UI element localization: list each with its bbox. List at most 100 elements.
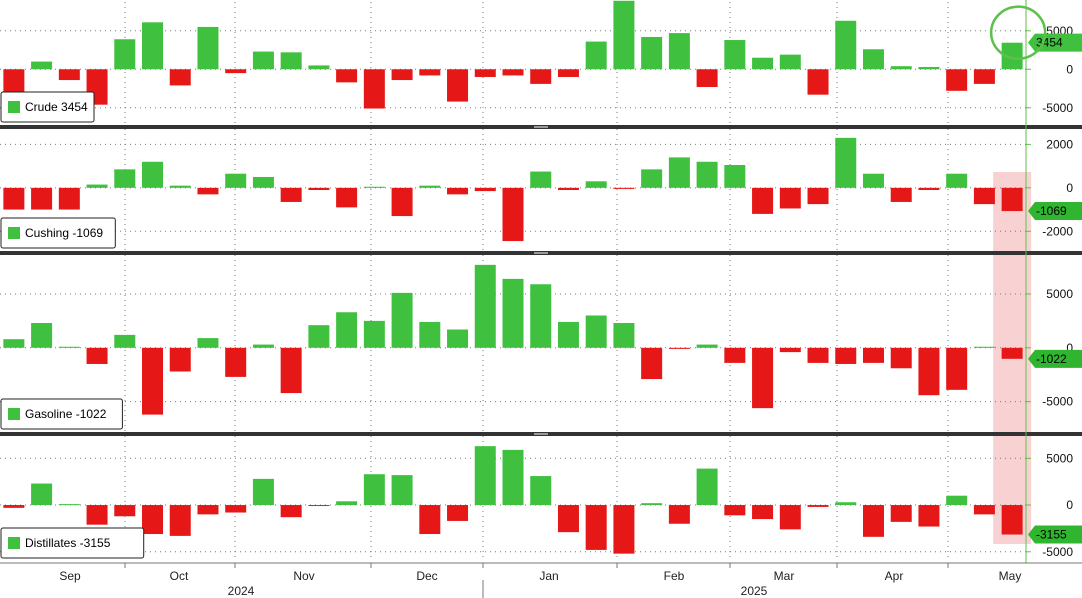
panel-2-bar-21 bbox=[585, 315, 607, 348]
x-axis-month-label-nov: Nov bbox=[293, 569, 314, 583]
panel-3-bar-5 bbox=[142, 505, 164, 535]
panel-2-bar-5 bbox=[142, 347, 164, 415]
panel-2-bar-13 bbox=[363, 320, 385, 348]
panel-0-bar-17 bbox=[474, 69, 496, 77]
panel-2-bar-17 bbox=[474, 264, 496, 348]
panel-3-legend-box bbox=[0, 527, 145, 559]
panel-3-bar-20 bbox=[557, 505, 579, 533]
panel-3-ytick-label-1: 0 bbox=[1066, 498, 1073, 512]
panel-2-last-value-tag bbox=[1028, 349, 1082, 368]
x-axis-month-label-mar: Mar bbox=[774, 569, 795, 583]
panel-2-ytick-label-2: -5000 bbox=[1042, 395, 1073, 409]
panel-1-bar-4 bbox=[114, 169, 136, 188]
panel-3-bar-29 bbox=[807, 505, 829, 507]
panel-1-bar-6 bbox=[169, 185, 191, 188]
panel-0-ytick-label-1: 0 bbox=[1066, 62, 1073, 76]
panel-1-bar-11 bbox=[308, 187, 330, 190]
panel-0-bar-28 bbox=[779, 54, 801, 70]
panel-0-bar-2 bbox=[58, 69, 80, 81]
panel-1-bar-13 bbox=[363, 186, 385, 188]
panel-2-bar-33 bbox=[918, 347, 940, 396]
panel-3-bar-36 bbox=[1001, 505, 1023, 535]
panel-3-bar-23 bbox=[641, 503, 663, 506]
panel-1-bar-9 bbox=[252, 176, 274, 188]
panel-0-bar-24 bbox=[668, 33, 690, 70]
panel-separator-handle-1 bbox=[534, 252, 548, 254]
panel-1-bar-16 bbox=[447, 187, 469, 195]
panel-3-bar-1 bbox=[31, 483, 53, 506]
panel-2-bar-22 bbox=[613, 323, 635, 348]
panel-3-ytick-label-2: -5000 bbox=[1042, 545, 1073, 559]
panel-1-bar-35 bbox=[973, 187, 995, 205]
panel-1-bar-25 bbox=[696, 161, 718, 188]
panel-1-bar-22 bbox=[613, 187, 635, 189]
panel-3-bar-0 bbox=[3, 505, 25, 508]
panel-1-bar-18 bbox=[502, 187, 524, 242]
panel-separator-handle-0 bbox=[534, 126, 548, 128]
panel-0-bar-1 bbox=[31, 61, 53, 70]
panel-3-bar-19 bbox=[530, 476, 552, 506]
panel-0-bar-19 bbox=[530, 69, 552, 84]
panel-2-bar-28 bbox=[779, 347, 801, 353]
panel-0-bar-8 bbox=[225, 69, 247, 74]
panel-1-bar-26 bbox=[724, 165, 746, 188]
panel-1-ytick-label-1: 0 bbox=[1066, 181, 1073, 195]
panel-3-bar-30 bbox=[835, 502, 857, 506]
panel-2-bar-3 bbox=[86, 347, 108, 364]
panel-0-bar-6 bbox=[169, 69, 191, 86]
panel-1-legend-label: Cushing -1069 bbox=[25, 226, 103, 240]
panel-3-bar-17 bbox=[474, 446, 496, 506]
panel-1-bar-34 bbox=[946, 173, 968, 188]
panel-0-bar-33 bbox=[918, 66, 940, 70]
panel-3-bar-27 bbox=[752, 505, 774, 520]
panel-1-last-value-label: -1069 bbox=[1036, 204, 1067, 218]
panel-0-bar-29 bbox=[807, 69, 829, 95]
panel-2-bar-34 bbox=[946, 347, 968, 390]
panel-1-bar-8 bbox=[225, 173, 247, 188]
panel-2-bar-16 bbox=[447, 329, 469, 348]
panel-0-legend-label: Crude 3454 bbox=[25, 100, 88, 114]
panel-2-bar-24 bbox=[668, 347, 690, 349]
panel-1-bar-12 bbox=[336, 187, 358, 208]
panel-1-bar-3 bbox=[86, 184, 108, 188]
panel-1-last-value-tag bbox=[1028, 202, 1082, 221]
panel-3-bar-22 bbox=[613, 505, 635, 554]
panel-1-bar-36 bbox=[1001, 187, 1023, 212]
panel-1-bar-15 bbox=[419, 185, 441, 188]
panel-2-bar-2 bbox=[58, 346, 80, 348]
panel-3-bar-12 bbox=[336, 501, 358, 506]
x-axis-month-label-feb: Feb bbox=[664, 569, 685, 583]
panel-2-ytick-label-0: 5000 bbox=[1046, 287, 1073, 301]
panel-0-legend-box bbox=[0, 91, 95, 123]
panel-2-bar-7 bbox=[197, 338, 219, 348]
panel-1-bar-23 bbox=[641, 169, 663, 188]
panel-0-bar-11 bbox=[308, 65, 330, 70]
panel-3-bar-16 bbox=[447, 505, 469, 521]
panel-2-bar-11 bbox=[308, 325, 330, 348]
panel-1-bar-32 bbox=[890, 187, 912, 202]
panel-2-bar-19 bbox=[530, 284, 552, 348]
panel-0-ytick-label-2: -5000 bbox=[1042, 101, 1073, 115]
panel-2-last-value-label: -1022 bbox=[1036, 352, 1067, 366]
panel-0-bar-20 bbox=[557, 69, 579, 77]
panel-1-bar-31 bbox=[862, 173, 884, 188]
panel-0-bar-7 bbox=[197, 26, 219, 70]
panel-0-bar-5 bbox=[142, 22, 164, 70]
panel-3-bar-25 bbox=[696, 468, 718, 506]
panel-1-bar-21 bbox=[585, 181, 607, 188]
panel-3-last-value-label: -3155 bbox=[1036, 528, 1067, 542]
panel-2-bar-31 bbox=[862, 347, 884, 363]
panel-3-bar-15 bbox=[419, 505, 441, 535]
panel-1-bar-5 bbox=[142, 161, 164, 188]
panel-1-bar-29 bbox=[807, 187, 829, 205]
panel-1-bar-2 bbox=[58, 187, 80, 210]
panel-3-bar-18 bbox=[502, 449, 524, 506]
panel-1-bar-28 bbox=[779, 187, 801, 209]
x-axis-month-label-sep: Sep bbox=[59, 569, 81, 583]
panel-2-bar-27 bbox=[752, 347, 774, 409]
panel-2-bar-36 bbox=[1001, 347, 1023, 359]
panel-2-bar-26 bbox=[724, 347, 746, 363]
panel-0-bar-12 bbox=[336, 69, 358, 83]
